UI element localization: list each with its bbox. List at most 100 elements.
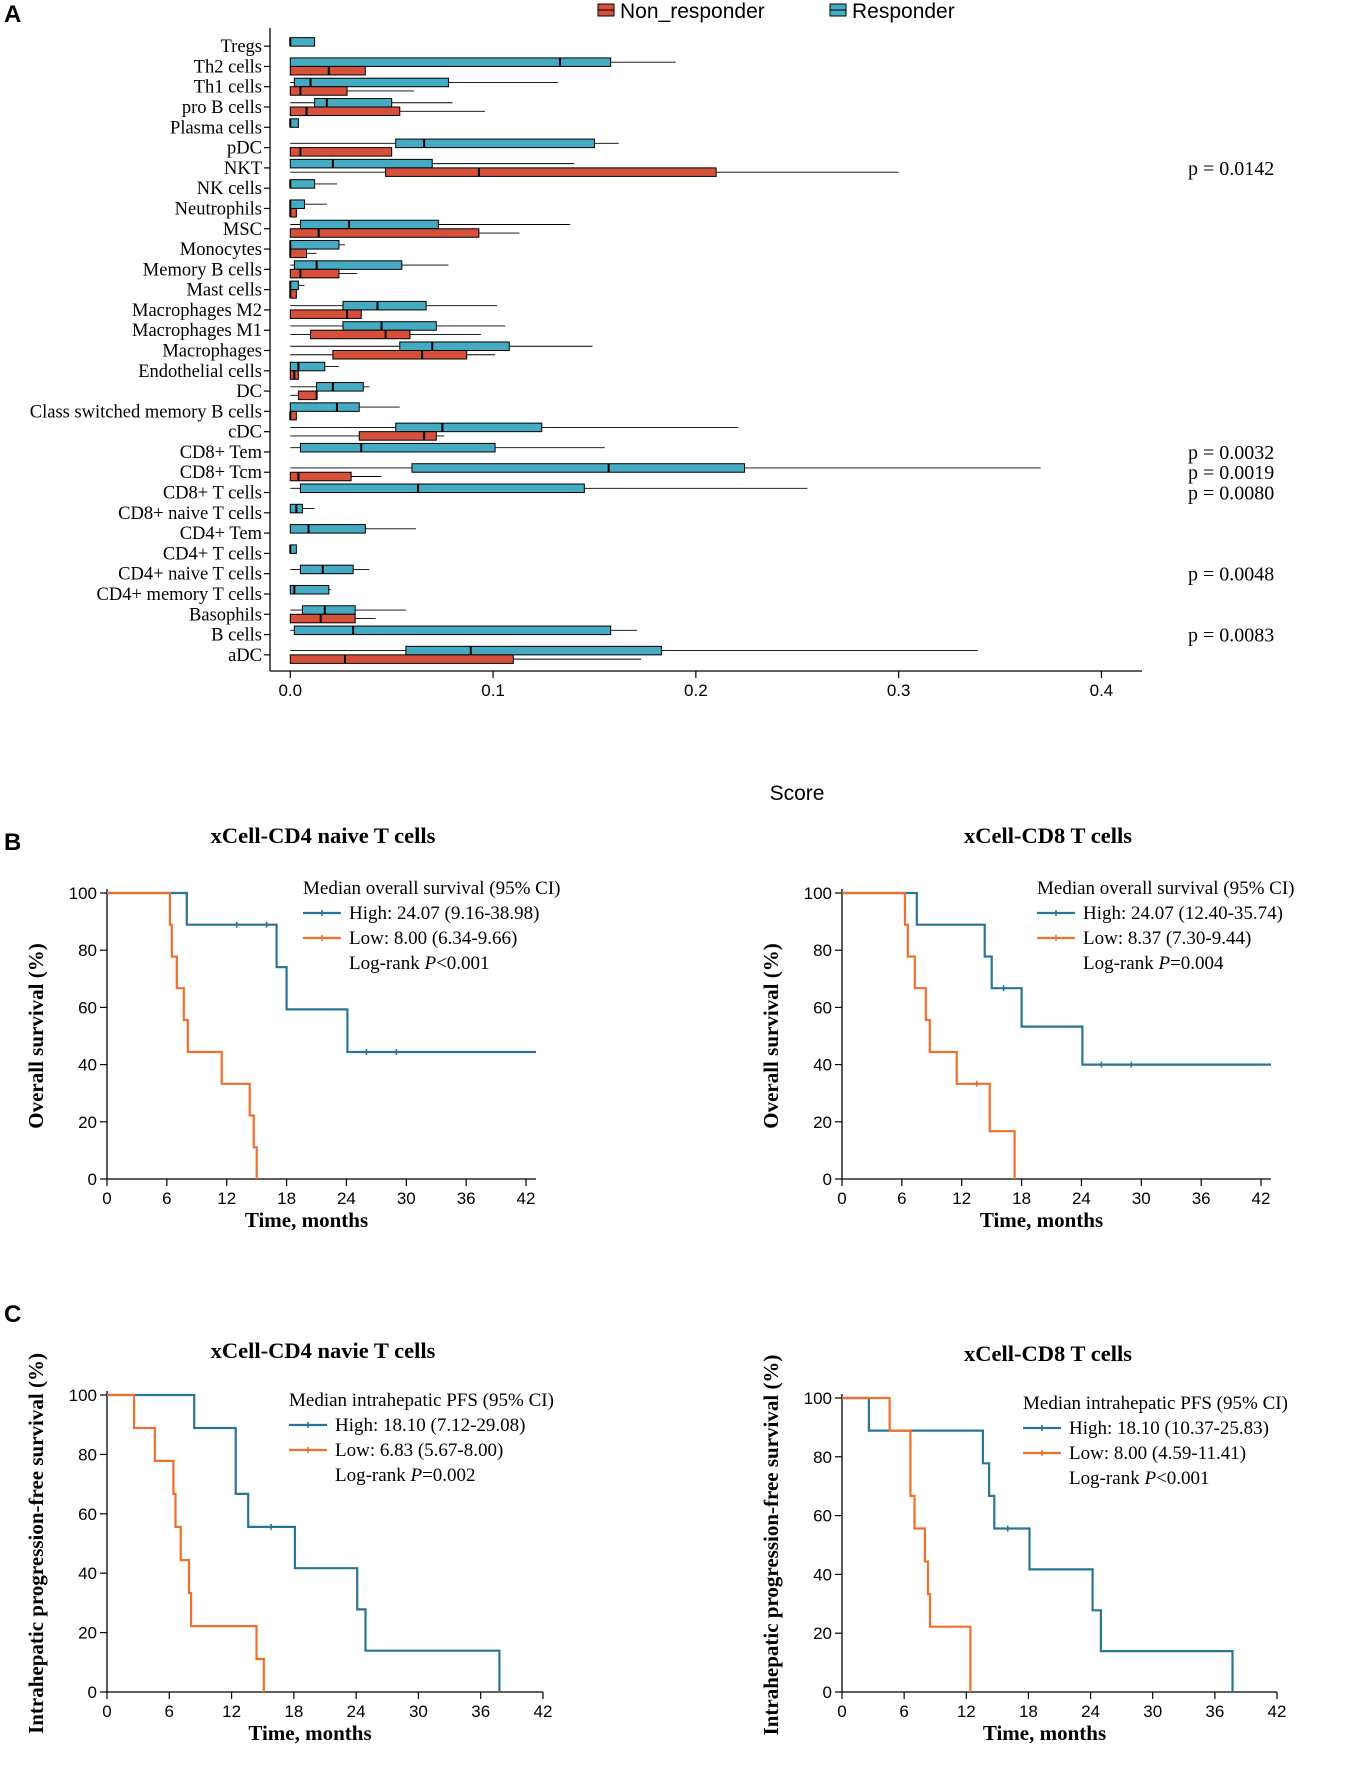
- box-iqr: [289, 65, 366, 76]
- x-tick-label: 42: [1252, 1189, 1271, 1208]
- box-responder: [290, 300, 498, 311]
- x-tick-label: 0: [837, 1189, 846, 1208]
- y-tick-label: 80: [813, 1448, 832, 1467]
- km-plot-c-cd4: xCell-CD4 navie T cells 0 6 12 18 24 30 36 42 0 20…: [24, 1338, 554, 1745]
- category-label: CD4+ Tem: [180, 524, 263, 544]
- legend-title: Median overall survival (95% CI): [303, 878, 560, 899]
- legend-label-non-responder: Non_responder: [620, 0, 765, 23]
- box-responder: [289, 37, 316, 47]
- x-tick-label: 6: [897, 1189, 906, 1208]
- y-tick-label: 60: [813, 998, 832, 1017]
- x-axis-title: Score: [770, 782, 825, 805]
- box-responder: [289, 503, 315, 514]
- category-label: aDC: [228, 646, 262, 666]
- box-iqr: [405, 645, 662, 656]
- x-tick-label: 30: [1132, 1189, 1151, 1208]
- y-tick-label: 0: [823, 1170, 832, 1189]
- logrank-p: P: [1143, 1468, 1156, 1489]
- logrank-p: P: [409, 1465, 422, 1486]
- box-non-responder: [289, 65, 366, 76]
- box-responder: [289, 118, 299, 128]
- box-iqr: [289, 654, 514, 664]
- box-responder: [290, 97, 453, 108]
- box-responder: [289, 402, 400, 412]
- x-tick-label: 6: [899, 1702, 908, 1721]
- box-iqr: [299, 442, 496, 453]
- chart-title: xCell-CD8 T cells: [964, 1341, 1132, 1366]
- box-iqr: [289, 199, 305, 209]
- box-iqr: [289, 613, 356, 624]
- x-tick-label: 30: [397, 1189, 416, 1208]
- y-tick-label: 20: [813, 1113, 832, 1132]
- y-tick-label: 40: [813, 1565, 832, 1584]
- box-non-responder: [290, 329, 481, 340]
- panel-label-b: B: [4, 829, 21, 856]
- box-responder: [289, 179, 337, 189]
- x-tick-label: 12: [222, 1702, 241, 1721]
- panel-label-a: A: [4, 1, 21, 28]
- category-label: CD8+ T cells: [163, 484, 262, 504]
- x-tick-label: 18: [1019, 1702, 1038, 1721]
- category-label: Class switched memory B cells: [30, 402, 262, 422]
- y-tick-label: 80: [813, 941, 832, 960]
- box-responder: [290, 77, 558, 88]
- box-iqr: [289, 240, 340, 250]
- box-non-responder: [289, 370, 299, 380]
- x-tick-label: 24: [337, 1189, 356, 1208]
- km-curve-high: [842, 1396, 1234, 1692]
- box-iqr: [332, 350, 468, 360]
- x-tick-label: 36: [1205, 1702, 1224, 1721]
- box-non-responder: [289, 268, 358, 279]
- box-responder: [290, 605, 406, 615]
- y-tick-label: 0: [88, 1683, 97, 1702]
- legend-label-responder: Responder: [852, 0, 955, 23]
- x-tick-label: 24: [1072, 1189, 1091, 1208]
- category-label: NKT: [224, 159, 262, 179]
- category-label: DC: [236, 382, 262, 402]
- x-tick-label: 0: [837, 1702, 846, 1721]
- category-label: Plasma cells: [170, 118, 262, 138]
- category-label: Macrophages M1: [132, 321, 262, 341]
- logrank-value: =0.002: [422, 1465, 475, 1486]
- x-tick-label: 18: [277, 1189, 296, 1208]
- category-label: Basophils: [189, 605, 262, 625]
- y-tick-label: 100: [804, 1389, 832, 1408]
- y-tick-label: 100: [804, 884, 832, 903]
- box-iqr: [342, 300, 427, 311]
- x-tick-label: 18: [1012, 1189, 1031, 1208]
- x-tick-label: 0: [102, 1702, 111, 1721]
- x-tick-label: 18: [284, 1702, 303, 1721]
- box-iqr: [289, 57, 612, 67]
- y-tick-label: 40: [78, 1056, 97, 1075]
- y-tick-label: 80: [78, 941, 97, 960]
- box-iqr: [293, 77, 449, 88]
- boxplot-panel: Non_responder Responder 0.0 0.1 0.2 0.3 0.4 T…: [30, 0, 1275, 805]
- box-non-responder: [289, 248, 317, 259]
- y-tick-label: 80: [78, 1445, 97, 1464]
- category-label: cDC: [228, 423, 262, 443]
- p-value-annotation: p = 0.0048: [1188, 564, 1274, 586]
- box-iqr: [289, 158, 433, 169]
- box-iqr: [289, 524, 366, 534]
- y-tick-label: 40: [813, 1056, 832, 1075]
- x-axis-title: Time, months: [983, 1721, 1106, 1745]
- x-axis-title: Time, months: [245, 1208, 368, 1232]
- box-iqr: [395, 138, 595, 149]
- box-responder: [289, 199, 327, 209]
- x-tick-label: 0.2: [684, 681, 708, 700]
- box-iqr: [299, 564, 354, 575]
- box-responder: [290, 625, 638, 636]
- box-non-responder: [290, 167, 899, 177]
- x-tick-label: 42: [534, 1702, 553, 1721]
- box-non-responder: [289, 147, 393, 157]
- box-iqr: [289, 147, 393, 157]
- category-label: CD8+ Tem: [180, 443, 263, 463]
- box-non-responder: [290, 350, 496, 360]
- km-curve-low: [107, 891, 258, 1179]
- x-tick-label: 6: [162, 1189, 171, 1208]
- box-responder: [289, 57, 676, 67]
- logrank-text: Log-rank P=0.004: [1083, 953, 1224, 974]
- x-tick-label: 0.3: [887, 681, 911, 700]
- y-tick-label: 20: [78, 1624, 97, 1643]
